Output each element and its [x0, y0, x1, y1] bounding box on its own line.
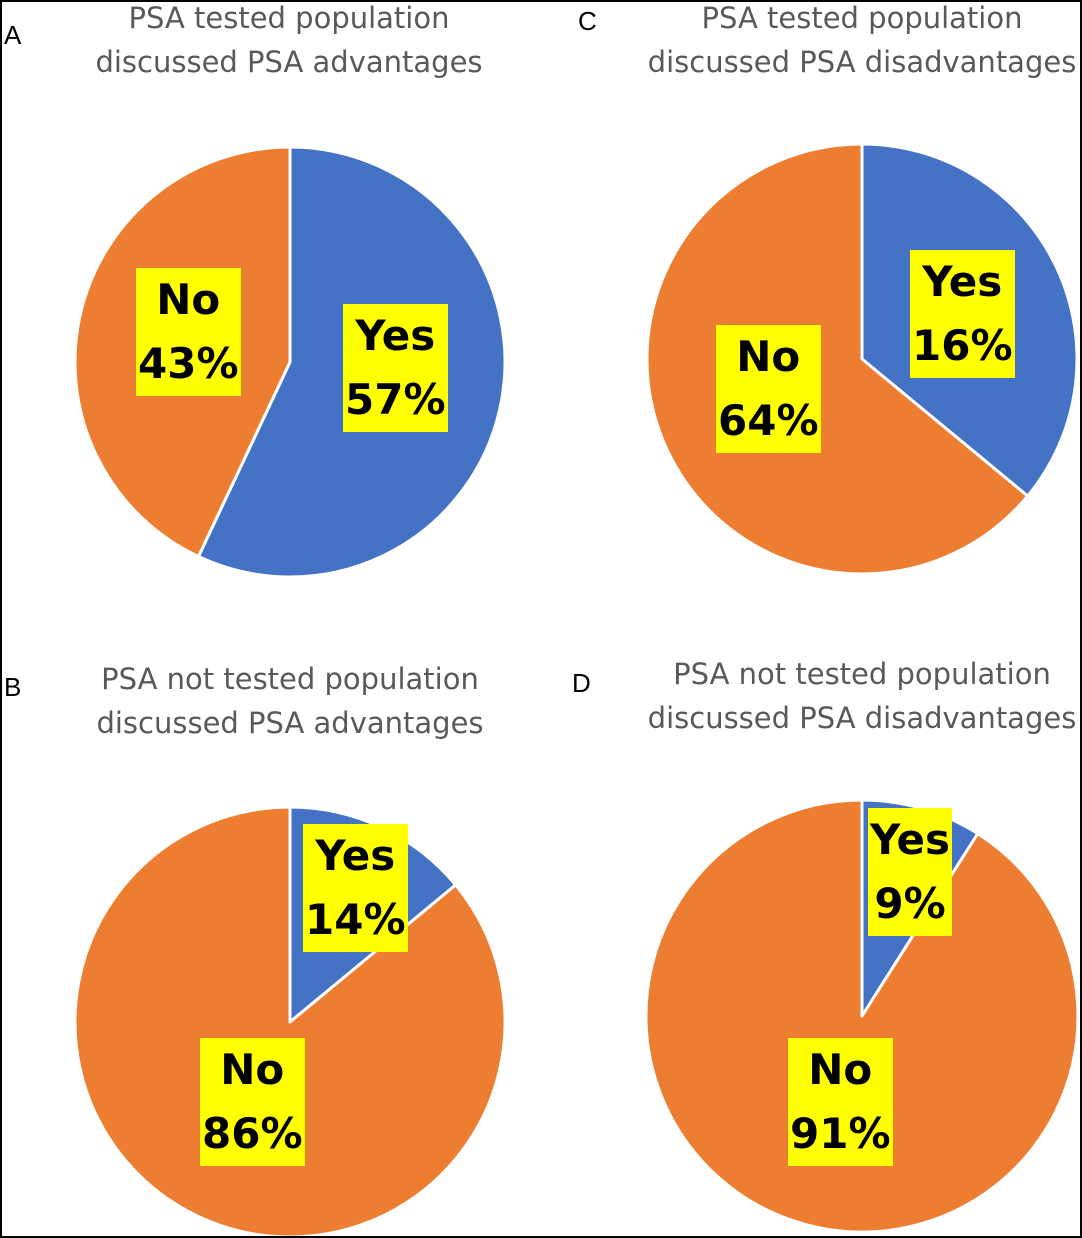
data-label-b-yes-value: 14%: [305, 895, 406, 944]
data-label-a-no-category: No: [156, 275, 221, 324]
chart-title-c-line-1: PSA tested population: [701, 1, 1023, 35]
data-label-d-no-value: 91%: [790, 1109, 891, 1158]
data-label-c-yes-category: Yes: [922, 257, 1003, 306]
data-label-d-yes-value: 9%: [874, 879, 946, 928]
data-label-d-yes-category: Yes: [870, 815, 951, 864]
chart-title-d: PSA not tested population discussed PSA …: [602, 652, 1080, 740]
data-label-a-yes-category: Yes: [355, 311, 436, 360]
chart-title-c: PSA tested population discussed PSA disa…: [602, 1, 1080, 84]
chart-title-b-line-2: discussed PSA advantages: [96, 706, 484, 740]
chart-title-a-line-1: PSA tested population: [128, 1, 450, 35]
data-label-c-no-category: No: [736, 332, 801, 381]
data-label-b-no-value: 86%: [202, 1109, 303, 1158]
chart-title-d-line-1: PSA not tested population: [673, 657, 1051, 691]
pie-slice-b-no: [73, 805, 507, 1236]
data-label-c-yes-value: 16%: [912, 321, 1013, 370]
panel-letter-a: A: [4, 20, 22, 50]
data-label-d-no: No 91%: [788, 1038, 893, 1166]
chart-title-b: PSA not tested population discussed PSA …: [30, 657, 550, 745]
data-label-a-no: No 43%: [136, 268, 241, 396]
data-label-b-yes-category: Yes: [315, 831, 396, 880]
data-label-a-yes-value: 57%: [345, 375, 446, 424]
chart-title-d-line-2: discussed PSA disadvantages: [647, 701, 1077, 735]
chart-title-a: PSA tested population discussed PSA adva…: [29, 1, 549, 84]
chart-title-b-line-1: PSA not tested population: [101, 662, 479, 696]
pie-slice-d-no: [644, 798, 1080, 1234]
data-label-c-no: No 64%: [716, 325, 821, 453]
chart-title-a-line-2: discussed PSA advantages: [95, 45, 483, 79]
pie-slice-c-no: [645, 142, 1030, 576]
panel-letter-d: D: [572, 668, 591, 698]
data-label-b-no-category: No: [220, 1045, 285, 1094]
panel-letter-c: C: [578, 6, 597, 36]
data-label-c-no-value: 64%: [718, 396, 819, 445]
data-label-b-no: No 86%: [200, 1038, 305, 1166]
data-label-a-no-value: 43%: [138, 339, 239, 388]
data-label-a-yes: Yes 57%: [343, 304, 448, 432]
data-label-b-yes: Yes 14%: [303, 824, 408, 952]
data-label-c-yes: Yes 16%: [910, 250, 1015, 378]
data-label-d-no-category: No: [808, 1045, 873, 1094]
chart-title-c-line-2: discussed PSA disadvantages: [647, 45, 1077, 79]
data-label-d-yes: Yes 9%: [868, 808, 953, 936]
panel-letter-b: B: [4, 672, 22, 702]
